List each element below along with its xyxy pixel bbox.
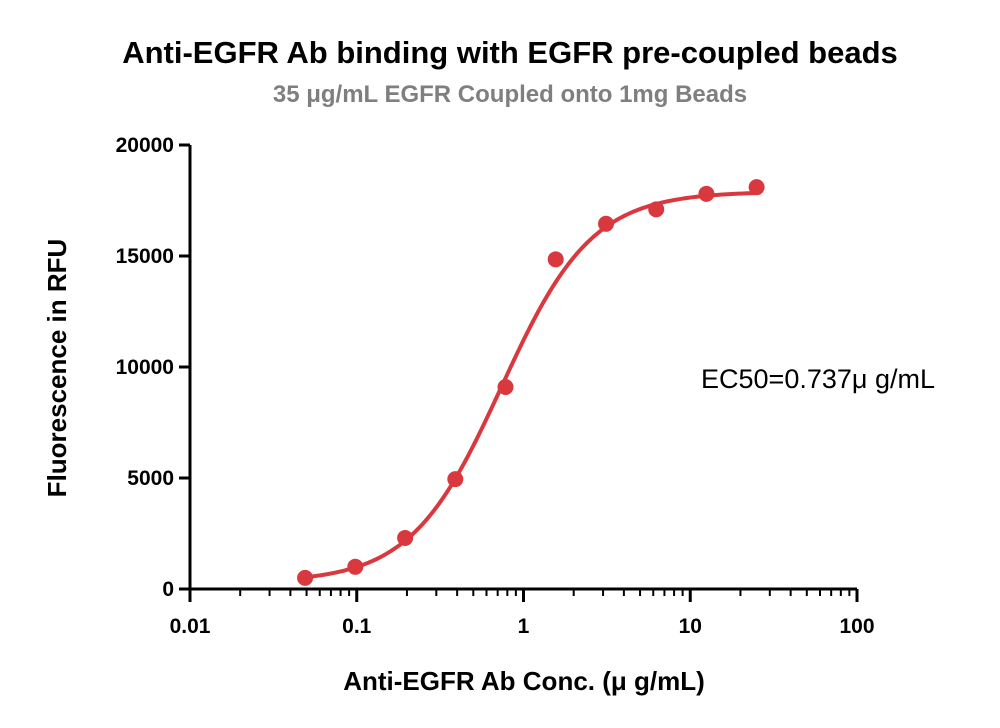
fit-curve-layer	[303, 191, 759, 580]
x-tick-label: 0.1	[342, 615, 372, 638]
y-tick-label: 0	[162, 578, 174, 601]
data-point	[497, 378, 514, 395]
x-axis-label: Anti-EGFR Ab Conc. (μ g/mL)	[343, 666, 705, 696]
y-tick-label: 15000	[116, 245, 174, 268]
data-point	[347, 558, 364, 575]
fit-curve	[303, 191, 759, 580]
data-point	[748, 179, 765, 196]
y-tick-label: 5000	[127, 467, 174, 490]
ec50-annotation: EC50=0.737μ g/mL	[701, 364, 935, 394]
chart-subtitle: 35 μg/mL EGFR Coupled onto 1mg Beads	[273, 81, 747, 108]
x-tick-label: 1	[518, 615, 530, 638]
chart-title: Anti-EGFR Ab binding with EGFR pre-coupl…	[122, 35, 898, 70]
data-point	[447, 471, 464, 488]
x-axis: 0.01 0.1 1 10 100	[170, 587, 875, 638]
data-points-layer	[297, 179, 765, 586]
y-axis-label: Fluorescence in RFU	[42, 239, 72, 498]
y-tick-label: 10000	[116, 356, 174, 379]
data-point	[297, 569, 314, 586]
data-point	[648, 201, 665, 218]
y-axis: 0 5000 10000 15000 20000	[116, 134, 192, 601]
x-tick-label: 10	[679, 615, 702, 638]
data-point	[547, 251, 564, 268]
data-point	[598, 215, 615, 232]
x-tick-label: 100	[839, 615, 874, 638]
x-tick-label: 0.01	[170, 615, 211, 638]
data-point	[698, 185, 715, 202]
y-tick-label: 20000	[116, 134, 174, 157]
data-point	[397, 529, 414, 546]
